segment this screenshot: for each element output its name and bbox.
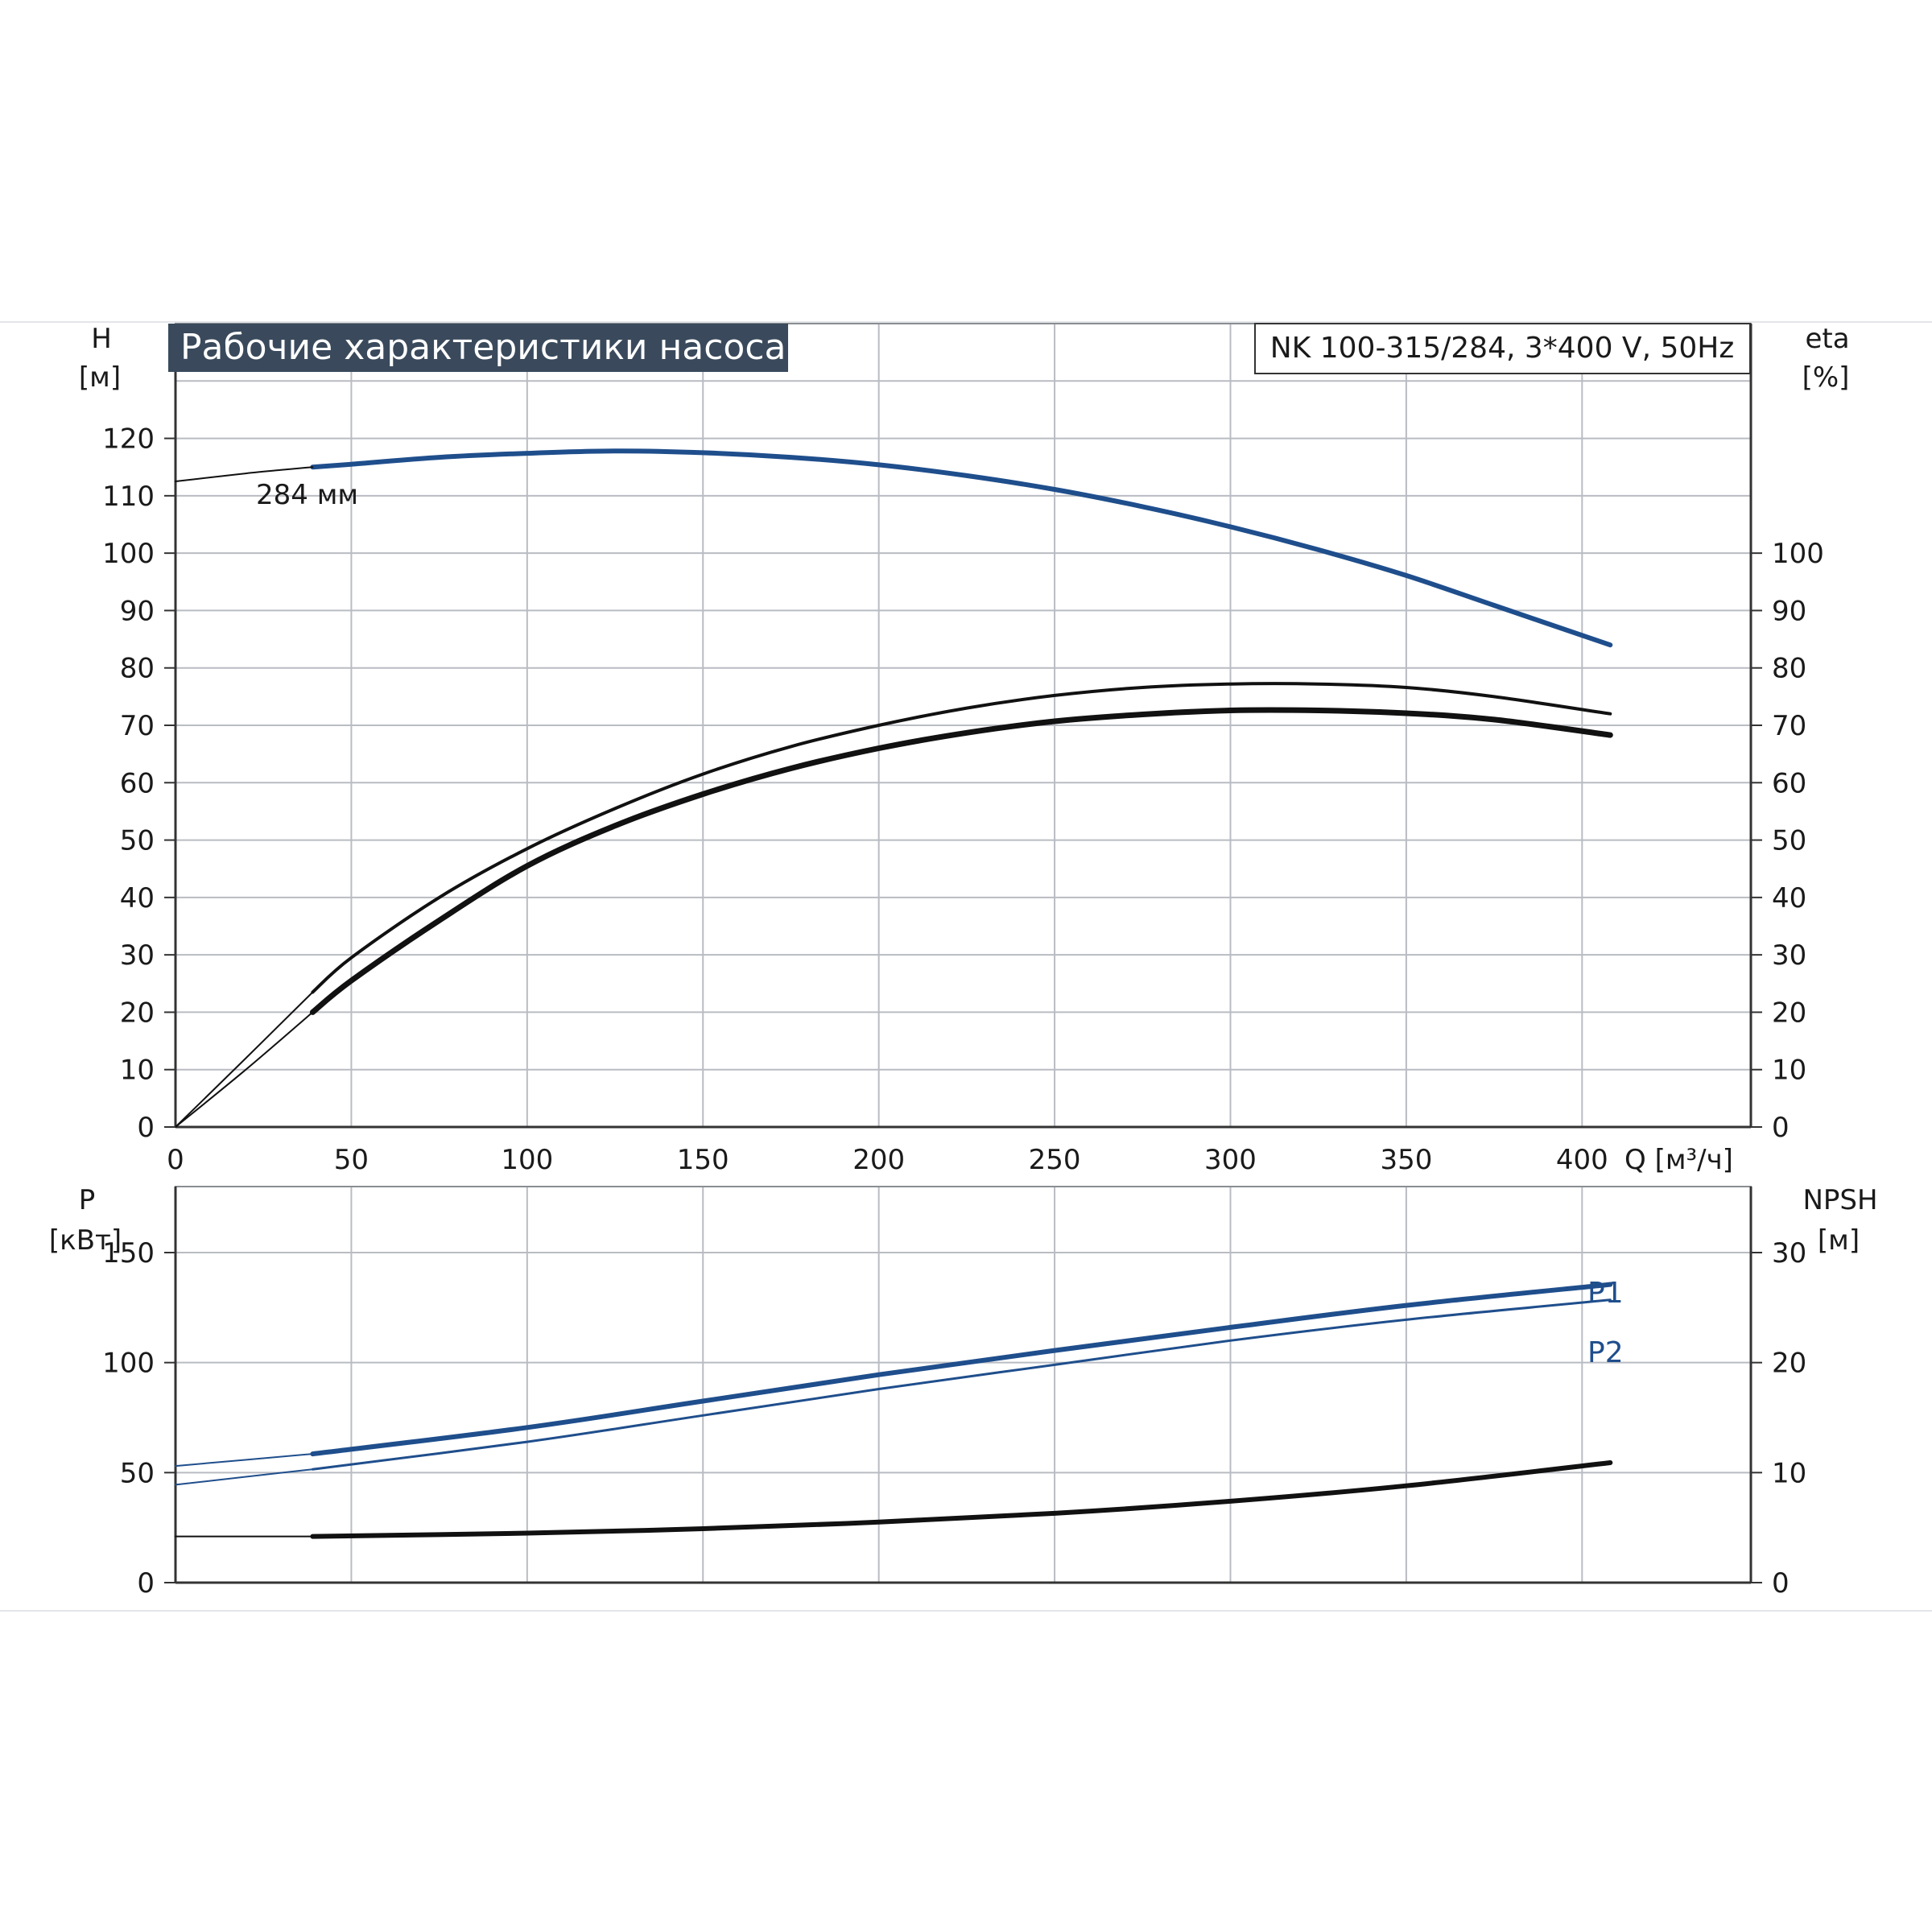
left-tick-label: 0 <box>137 1567 155 1600</box>
power-panel-grid <box>174 1186 1752 1584</box>
head-panel-curves <box>175 448 1613 1128</box>
p1-curve <box>310 1282 1613 1457</box>
right-tick-label: 30 <box>1772 1237 1806 1269</box>
left-tick-label: 10 <box>120 1055 155 1087</box>
p2-extension-curve <box>175 1468 314 1486</box>
left-tick-label: 0 <box>137 1112 155 1144</box>
head-extension-curve <box>175 466 314 482</box>
left-tick-label: 50 <box>120 825 155 857</box>
x-tick-label: 350 <box>1380 1144 1432 1176</box>
x-tick-label: 300 <box>1204 1144 1257 1176</box>
right-tick-label: 30 <box>1772 939 1806 972</box>
head-axis-unit: [м] <box>79 361 121 394</box>
power-axis-unit: [кВт] <box>49 1224 122 1257</box>
left-tick-label: 60 <box>120 767 155 799</box>
efficiency-axis-label: eta <box>1805 323 1849 355</box>
chart-title: Рабочие характеристики насоса <box>180 327 786 368</box>
efficiency-bold-curve <box>309 707 1613 1015</box>
head-efficiency-panel: 0 10 20 30 40 50 60 70 80 90 100 110 120 0 10 20 30 40 50 6… <box>79 323 1850 1176</box>
right-tick-label: 0 <box>1772 1112 1790 1144</box>
head-curve <box>310 448 1613 648</box>
right-tick-label: 10 <box>1772 1055 1806 1087</box>
efficiency-axis-unit: [%] <box>1802 361 1850 394</box>
x-tick-label: 100 <box>501 1144 553 1176</box>
power-panel-curves <box>175 1282 1613 1539</box>
left-tick-label: 80 <box>120 653 155 685</box>
right-tick-label: 0 <box>1772 1567 1790 1600</box>
flow-axis-label: Q [м³/ч] <box>1624 1144 1733 1176</box>
left-tick-label: 110 <box>102 481 155 513</box>
right-tick-label: 50 <box>1772 825 1806 857</box>
x-tick-label: 0 <box>167 1144 184 1176</box>
head-axis-label: H <box>91 323 112 355</box>
efficiency-thin-extension-curve <box>175 991 314 1128</box>
p1-extension-curve <box>175 1453 314 1468</box>
x-tick-label: 50 <box>334 1144 369 1176</box>
right-tick-label: 20 <box>1772 997 1806 1029</box>
npsh-curve <box>310 1460 1613 1539</box>
right-tick-label: 80 <box>1772 653 1806 685</box>
x-tick-label: 250 <box>1029 1144 1081 1176</box>
x-tick-label: 400 <box>1556 1144 1608 1176</box>
head-panel-grid <box>174 323 1752 1129</box>
left-tick-label: 120 <box>102 423 155 456</box>
left-tick-label: 30 <box>120 939 155 972</box>
p2-label: P2 <box>1587 1336 1624 1369</box>
right-tick-label: 10 <box>1772 1457 1806 1489</box>
right-tick-label: 20 <box>1772 1348 1806 1380</box>
impeller-annotation: 284 мм <box>256 479 358 511</box>
head-panel-ticks: 0 10 20 30 40 50 60 70 80 90 100 110 120 0 10 20 30 40 50 6… <box>102 423 1824 1176</box>
right-tick-label: 100 <box>1772 538 1824 570</box>
left-tick-label: 70 <box>120 710 155 742</box>
model-label: NK 100-315/284, 3*400 V, 50Hz <box>1270 332 1734 365</box>
npsh-axis-unit: [м] <box>1818 1224 1860 1257</box>
left-tick-label: 50 <box>120 1457 155 1489</box>
npsh-axis-label: NPSH <box>1802 1184 1877 1216</box>
left-tick-label: 100 <box>102 538 155 570</box>
power-panel-ticks: 0 50 100 150 0 10 20 30 <box>102 1237 1806 1600</box>
left-tick-label: 100 <box>102 1348 155 1380</box>
power-axis-label: P <box>79 1184 96 1216</box>
efficiency-bold-extension-curve <box>175 1011 314 1128</box>
left-tick-label: 90 <box>120 595 155 627</box>
x-tick-label: 200 <box>852 1144 905 1176</box>
left-tick-label: 20 <box>120 997 155 1029</box>
model-box <box>1254 323 1751 374</box>
p1-label: P1 <box>1587 1277 1624 1310</box>
efficiency-thin-curve <box>311 682 1612 994</box>
right-tick-label: 40 <box>1772 882 1806 914</box>
title-banner <box>168 324 788 372</box>
left-tick-label: 150 <box>102 1237 155 1269</box>
power-npsh-panel: 0 50 100 150 0 10 20 30 P [кВт] NPSH [м] P1 P2 <box>49 1184 1878 1600</box>
right-tick-label: 60 <box>1772 767 1806 799</box>
left-tick-label: 40 <box>120 882 155 914</box>
x-tick-label: 150 <box>677 1144 729 1176</box>
right-tick-label: 70 <box>1772 710 1806 742</box>
p2-curve <box>311 1298 1612 1471</box>
right-tick-label: 90 <box>1772 595 1806 627</box>
